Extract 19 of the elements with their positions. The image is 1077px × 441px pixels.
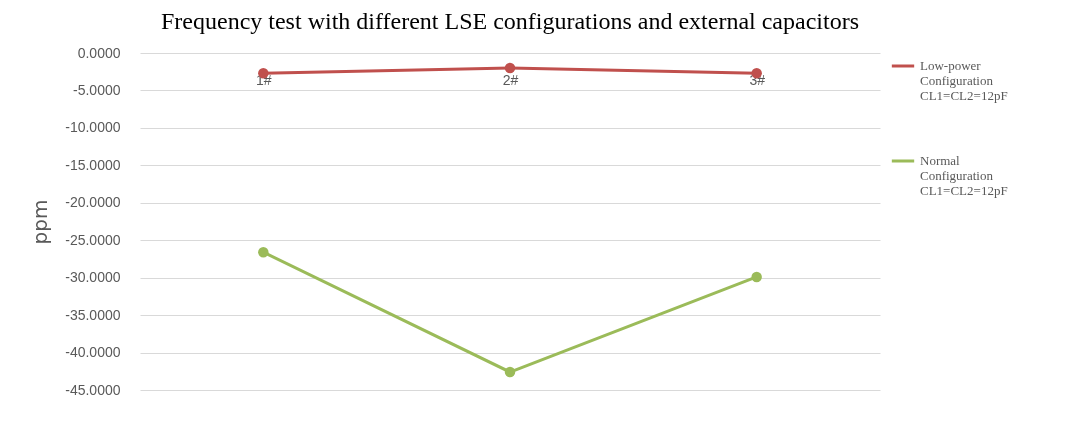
y-tick-label: -5.0000 bbox=[73, 81, 121, 98]
legend-label: Normal Configuration CL1=CL2=12pF bbox=[920, 153, 1008, 198]
y-tick-label: -45.0000 bbox=[65, 381, 121, 398]
y-tick-label: -35.0000 bbox=[65, 306, 121, 323]
point bbox=[504, 62, 516, 74]
y-tick-label: 0.0000 bbox=[77, 44, 121, 61]
y-axis-title: ppm bbox=[28, 199, 53, 245]
y-tick-label: -10.0000 bbox=[65, 119, 121, 136]
y-tick-label: -30.0000 bbox=[65, 269, 121, 286]
y-tick-label: -15.0000 bbox=[65, 156, 121, 173]
point bbox=[504, 366, 516, 378]
point bbox=[751, 271, 762, 283]
y-tick-label: -40.0000 bbox=[65, 344, 121, 361]
x-tick-label: 2# bbox=[502, 71, 519, 88]
y-tick-label: -20.0000 bbox=[65, 194, 121, 211]
point bbox=[258, 246, 269, 258]
chart-title: Frequency test with different LSE configurations and external capacitors bbox=[161, 8, 859, 34]
legend-label: Low-power Configuration CL1=CL2=12pF bbox=[920, 58, 1008, 103]
y-tick-label: -25.0000 bbox=[65, 231, 121, 248]
